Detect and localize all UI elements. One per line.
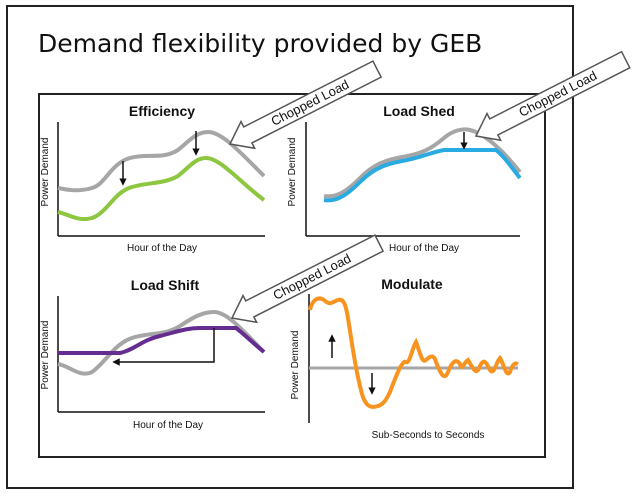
load-shift-title: Load Shift — [131, 277, 200, 293]
load-shift-x-label: Hour of the Day — [133, 420, 203, 431]
efficiency-y-label: Power Demand — [40, 138, 51, 207]
load-shift-y-label: Power Demand — [40, 321, 51, 390]
modulate-y-label: Power Demand — [290, 331, 301, 400]
callout-label: Chopped Load — [271, 251, 354, 303]
load-shift-baseline-curve — [57, 309, 266, 376]
efficiency-reduced-curve — [57, 155, 266, 222]
load-shed-title: Load Shed — [383, 103, 455, 119]
callout-top-left: Chopped Load — [228, 60, 383, 150]
slide-title: Demand flexibility provided by GEB — [38, 29, 483, 58]
callout-label: Chopped Load — [269, 77, 352, 129]
callout-arrow-shape — [474, 50, 631, 142]
modulate-title: Modulate — [381, 276, 443, 292]
efficiency-baseline-curve — [57, 129, 266, 193]
callout-mid-left: Chopped Load — [230, 234, 385, 324]
callout-top-right: Chopped Load — [474, 50, 631, 142]
callout-arrow-shape — [230, 234, 385, 324]
modulate-x-label: Sub-Seconds to Seconds — [372, 430, 485, 441]
load-shed-x-label: Hour of the Day — [389, 243, 459, 254]
load-shed-y-label: Power Demand — [287, 138, 298, 207]
load-shift-shifted-curve — [58, 326, 266, 355]
callout-label: Chopped Load — [516, 68, 599, 120]
load-shift-arrow — [112, 328, 215, 366]
load-shift-chart: Load Shift Power Demand Hour of the Day — [40, 277, 266, 431]
efficiency-chart: Efficiency Power Demand Hour of the Day — [40, 103, 266, 254]
modulate-chart: Modulate Power Demand Sub-Seconds to Sec… — [290, 276, 519, 441]
callout-arrow-shape — [228, 60, 383, 150]
efficiency-x-label: Hour of the Day — [127, 243, 197, 254]
diagram-panel — [38, 93, 546, 458]
load-shed-reduced-curve — [323, 148, 522, 203]
slide-frame: Demand flexibility provided by GEB — [6, 5, 574, 489]
modulate-curve — [308, 296, 519, 409]
efficiency-title: Efficiency — [129, 103, 195, 119]
